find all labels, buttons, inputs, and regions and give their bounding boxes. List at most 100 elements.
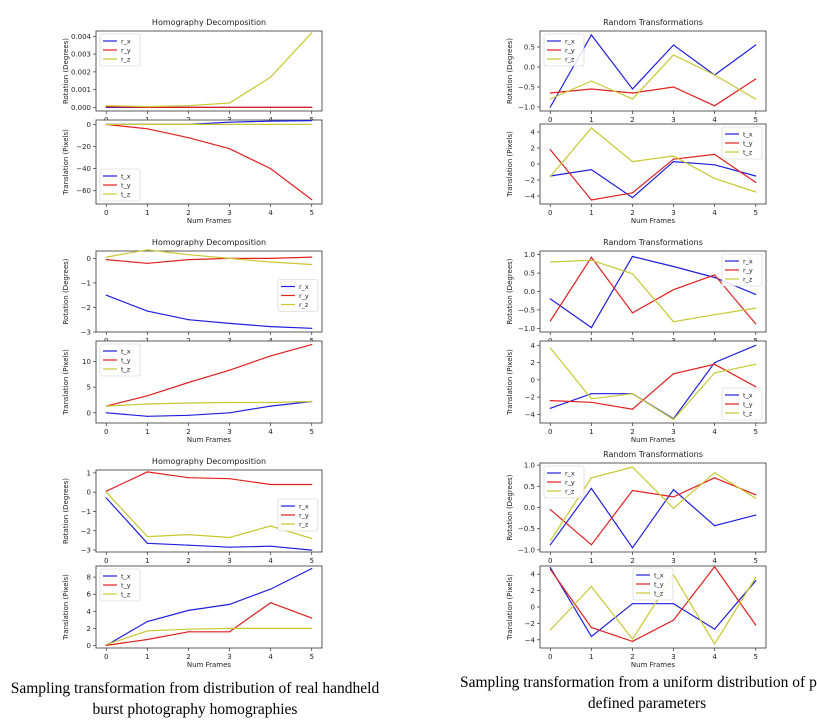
data-point — [311, 483, 313, 486]
series-line-t-x — [105, 568, 312, 646]
legend-label: r_x — [299, 283, 309, 291]
data-point — [590, 544, 592, 546]
y-tick-label: 0 — [531, 604, 535, 612]
y-tick-label: −2 — [81, 527, 91, 535]
legend-box — [99, 33, 141, 67]
data-point — [631, 393, 634, 395]
chart-title: Random Transformations — [603, 18, 703, 27]
x-tick-label: 1 — [589, 428, 593, 436]
x-tick-label: 5 — [309, 653, 313, 661]
data-point — [270, 602, 272, 604]
y-tick-label: 0.003 — [71, 51, 91, 59]
legend-box — [632, 567, 674, 601]
x-tick-label: 0 — [104, 557, 108, 565]
legend-label: t_x — [121, 173, 131, 181]
y-tick-label: 4 — [531, 129, 536, 137]
data-point — [631, 98, 634, 100]
x-tick-label: 2 — [186, 653, 190, 661]
data-point — [311, 617, 313, 619]
y-axis-label: Rotation (Degrees) — [62, 258, 70, 324]
data-point — [187, 258, 190, 261]
y-tick-label: 2 — [531, 145, 535, 153]
legend-label: t_y — [121, 582, 131, 590]
data-point — [105, 105, 107, 107]
y-axis-label: Translation (Pixels) — [506, 349, 514, 416]
data-point — [187, 631, 190, 633]
data-point — [146, 535, 148, 538]
data-point — [228, 322, 231, 325]
data-point — [270, 123, 272, 126]
data-point — [755, 307, 757, 309]
y-tick-label: −40 — [76, 165, 91, 173]
data-point — [270, 106, 272, 109]
series-line-t-y — [549, 565, 757, 643]
data-point — [590, 401, 592, 403]
data-point — [105, 491, 107, 493]
series-line-r-y — [549, 477, 756, 546]
data-point — [146, 638, 148, 641]
data-point — [311, 400, 313, 403]
data-point — [714, 361, 716, 364]
data-point — [549, 320, 551, 322]
x-tick-label: 3 — [671, 116, 675, 124]
data-point — [105, 256, 107, 258]
x-tick-label: 1 — [145, 428, 149, 436]
data-point — [311, 256, 313, 258]
y-axis-label: Rotation (Degrees) — [62, 38, 70, 104]
legend-label: t_y — [654, 581, 664, 589]
data-point — [631, 489, 634, 492]
data-point — [311, 263, 313, 266]
legend-label: t_x — [743, 131, 753, 139]
data-point — [270, 261, 272, 263]
data-point — [270, 483, 272, 486]
legend-label: t_z — [121, 591, 131, 599]
y-axis-label: Rotation (Degrees) — [506, 38, 514, 104]
y-tick-label: 0 — [531, 161, 535, 169]
y-axis-label: Translation (Pixels) — [62, 349, 70, 416]
data-point — [146, 262, 148, 264]
data-point — [672, 496, 675, 498]
data-point — [631, 640, 634, 643]
data-point — [105, 405, 107, 407]
data-point — [187, 628, 190, 630]
data-point — [755, 293, 757, 296]
y-tick-label: 0 — [531, 376, 535, 384]
legend-label: r_z — [299, 521, 309, 529]
x-tick-label: 1 — [145, 557, 149, 565]
data-point — [311, 123, 313, 126]
legend-box — [721, 253, 763, 287]
data-point — [549, 399, 551, 402]
data-point — [146, 249, 148, 251]
x-tick-label: 3 — [227, 653, 231, 661]
chart-panel: 0 1 2 3 4 5 4 2 0 −2 −4 Num Frames Translation (Pixe… — [506, 565, 767, 669]
x-tick-label: 4 — [712, 116, 717, 124]
chart-panel: 0 1 2 3 4 5 4 2 0 −2 −4 Num Frames Translation (Pixe… — [506, 123, 767, 225]
data-point — [228, 631, 231, 633]
legend: r_xr_yr_z — [277, 279, 319, 312]
y-tick-label: 6 — [87, 591, 92, 599]
data-point — [228, 401, 231, 404]
data-point — [549, 407, 551, 409]
y-tick-label: −1.0 — [518, 325, 535, 333]
data-point — [549, 261, 551, 263]
data-point — [672, 418, 675, 421]
data-point — [755, 363, 757, 365]
data-point — [228, 257, 231, 259]
series-line-t-y — [106, 123, 313, 201]
x-tick-label: 4 — [712, 428, 717, 436]
legend-label: r_z — [565, 56, 575, 64]
chart-title: Random Transformations — [603, 238, 703, 247]
data-point — [672, 373, 675, 375]
data-point — [714, 363, 716, 365]
data-point — [755, 494, 757, 496]
data-point — [187, 381, 190, 384]
y-tick-label: −4 — [525, 193, 536, 201]
legend: t_xt_yt_z — [721, 387, 763, 421]
data-point — [590, 635, 592, 638]
data-point — [187, 544, 190, 546]
data-point — [270, 326, 272, 328]
legend-label: t_x — [121, 573, 131, 581]
data-point — [714, 314, 716, 316]
x-tick-label: 3 — [227, 557, 231, 565]
data-point — [631, 161, 634, 163]
